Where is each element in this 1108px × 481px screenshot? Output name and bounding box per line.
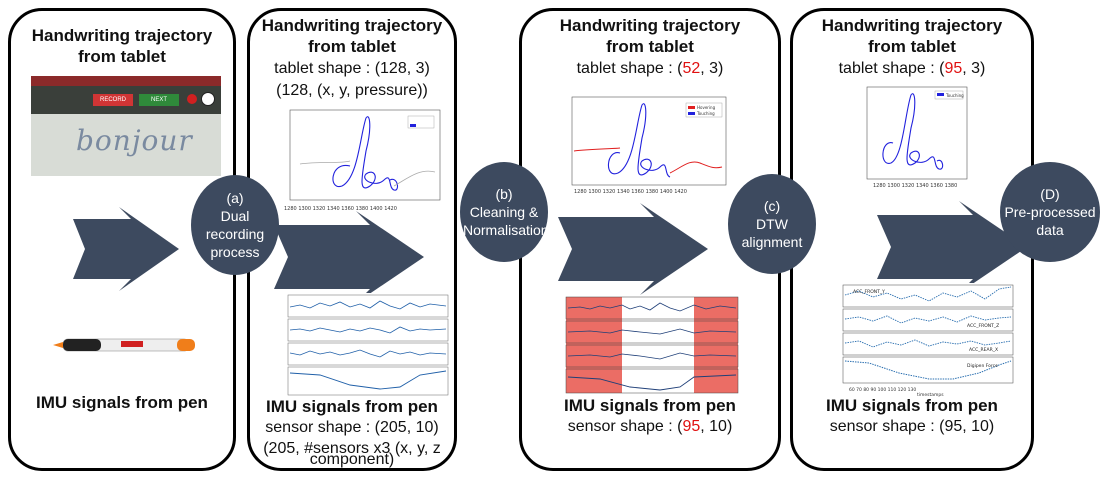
panel4-title-line1: Handwriting trajectory bbox=[821, 16, 1003, 35]
imu-legend-acc-front-y: ACC_FRONT_Y bbox=[853, 289, 885, 295]
step-c-text: DTW alignment bbox=[741, 216, 803, 250]
imu-legend-acc-rear-x: ACC_REAR_X bbox=[969, 347, 998, 353]
step-a-circle: (a) Dual recording process bbox=[191, 175, 279, 275]
arrow-1 bbox=[73, 207, 179, 291]
arrow-2 bbox=[274, 211, 424, 303]
trajectory-plot-aligned: Touching 1280 1300 1320 1340 1360 1380 bbox=[853, 83, 973, 191]
panel4-title-line2: from tablet bbox=[868, 37, 956, 56]
arrow-3 bbox=[558, 203, 708, 295]
panel2-sensor-shape: sensor shape : (205, 10) bbox=[265, 419, 439, 436]
imu-legend-digipen-force: Digipen Force bbox=[967, 363, 998, 369]
panel4-sensor-shape: sensor shape : (95, 10) bbox=[829, 418, 995, 435]
imu-xlabel: timestamps bbox=[917, 392, 944, 397]
panel4-imu-title: IMU signals from pen bbox=[826, 396, 998, 415]
panel2-imu-title: IMU signals from pen bbox=[266, 397, 438, 416]
step-b-circle: (b) Cleaning & Normalisation bbox=[460, 162, 549, 262]
panel1-title-line2: from tablet bbox=[78, 47, 166, 66]
tablet-handwriting: bonjour bbox=[76, 124, 193, 157]
legend-touching: Touching bbox=[696, 111, 715, 116]
panel2-tablet-shape: tablet shape : (128, 3) bbox=[274, 60, 430, 77]
legend-touching-aligned: Touching bbox=[945, 93, 964, 98]
next-button: NEXT bbox=[139, 94, 179, 106]
step-d-text: Pre-processed data bbox=[1004, 204, 1096, 238]
imu-legend-acc-front-z: ACC_FRONT_Z bbox=[967, 323, 999, 329]
svg-text:1280 1300 1320 1340 1360 1380: 1280 1300 1320 1340 1360 1380 1400 1420 bbox=[284, 206, 397, 212]
panel3-sensor-shape: sensor shape : (95, 10) bbox=[567, 418, 733, 435]
step-d-label: (D) bbox=[1040, 186, 1060, 202]
legend-hovering: Hovering bbox=[697, 105, 716, 110]
arrow-4 bbox=[877, 201, 1027, 293]
panel3-imu-title: IMU signals from pen bbox=[564, 396, 736, 415]
panel3-title-line1: Handwriting trajectory bbox=[559, 16, 741, 35]
panel-recording: Handwriting trajectory from tablet table… bbox=[247, 8, 457, 471]
step-c-label: (c) bbox=[763, 198, 781, 214]
step-a-label: (a) bbox=[226, 190, 244, 206]
panel2-title-line2: from tablet bbox=[308, 37, 396, 56]
svg-text:1280 1300 1320 1340 1360 1380: 1280 1300 1320 1340 1360 1380 bbox=[873, 183, 957, 189]
imu-plot-raw bbox=[280, 293, 454, 401]
panel-alignment: Handwriting trajectory from tablet table… bbox=[790, 8, 1034, 471]
trajectory-plot-raw: 1280 1300 1320 1340 1360 1380 1400 1420 bbox=[280, 106, 448, 216]
pause-icon bbox=[201, 92, 215, 106]
panel1-title-line1: Handwriting trajectory bbox=[31, 26, 213, 45]
imu-plot-aligned: ACC_FRONT_Y ACC_FRONT_Z ACC_REAR_X Digip… bbox=[829, 283, 1017, 397]
panel2-tablet-detail: (128, (x, y, pressure)) bbox=[276, 82, 428, 99]
panel3-title-line2: from tablet bbox=[606, 37, 694, 56]
step-d-circle: (D) Pre-processed data bbox=[1000, 162, 1100, 262]
record-button: RECORD bbox=[93, 94, 133, 106]
step-a-text: Dual recording process bbox=[205, 208, 265, 260]
trajectory-plot-clean: Hovering Touching 1280 1300 1320 1340 13… bbox=[560, 93, 732, 197]
panel-raw-data: Handwriting trajectory from tablet RECOR… bbox=[8, 8, 236, 471]
step-c-circle: (c) DTW alignment bbox=[728, 174, 816, 274]
step-b-text: Cleaning & Normalisation bbox=[463, 204, 549, 238]
pen-photo bbox=[53, 338, 195, 352]
imu-plot-clean bbox=[560, 295, 742, 395]
panel3-tablet-shape: tablet shape : (52, 3) bbox=[576, 60, 724, 77]
panel2-sensor-detail-2: component) bbox=[309, 451, 395, 468]
svg-text:60 70 80 90 100 110: 60 70 80 90 100 110 120 130 bbox=[849, 387, 916, 393]
panel4-tablet-shape: tablet shape : (95, 3) bbox=[838, 60, 986, 77]
panel2-sensor-detail-1: (205, #sensors x3 (x, y, z bbox=[263, 440, 441, 457]
panel2-title-line1: Handwriting trajectory bbox=[261, 16, 443, 35]
svg-text:1280 1300 1320 1340 1360 1380: 1280 1300 1320 1340 1360 1380 1400 1420 bbox=[574, 189, 687, 195]
panel1-imu-title: IMU signals from pen bbox=[36, 393, 208, 412]
stop-dot bbox=[187, 94, 197, 104]
step-b-label: (b) bbox=[495, 186, 513, 202]
tablet-photo: RECORD NEXT bonjour bbox=[31, 76, 221, 176]
